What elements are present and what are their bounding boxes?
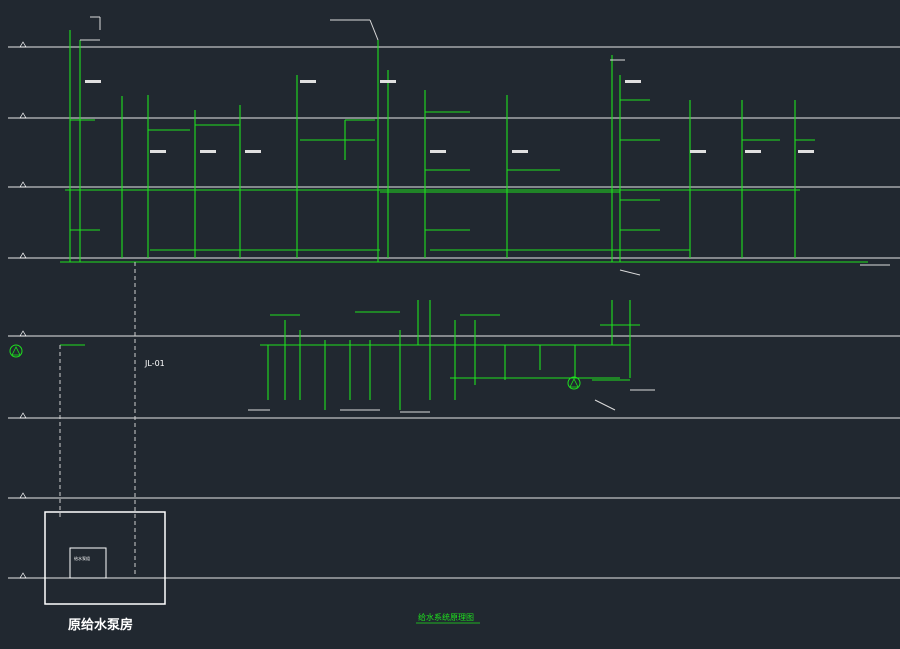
drawing-title: 给水系统原理图 [418,612,474,622]
pump-room-label: 原给水泵房 [68,617,133,633]
riser-tag [380,80,396,83]
main-riser-label: JL-01 [144,359,165,368]
middle-pipe-network [60,300,655,413]
riser-tag [300,80,316,83]
elevation-marker [19,112,27,119]
elevation-marker [19,181,27,188]
elevation-marker [19,572,27,579]
elevation-marker [19,492,27,499]
riser-labels [85,80,814,153]
elevation-marker [19,412,27,419]
water-meter-icon [9,344,23,358]
leader-line [369,19,379,41]
riser-tag [245,150,261,153]
pump-equipment-label: 给水泵组 [74,555,90,561]
riser-tag [200,150,216,153]
elevation-marker [19,41,27,48]
leader-line [594,399,616,411]
pump-equipment-box [69,547,107,579]
riser-tag [430,150,446,153]
riser-tag [512,150,528,153]
pump-room-frame [44,511,166,605]
riser-tag [690,150,706,153]
elevation-marker [19,330,27,337]
water-meter-icon [567,376,581,390]
leader-line [619,269,641,276]
riser-tag [745,150,761,153]
floor-level-lines [8,41,900,579]
elevation-marker [19,252,27,259]
upper-pipe-network [60,16,890,276]
riser-tag [625,80,641,83]
riser-tag [798,150,814,153]
riser-tag [150,150,166,153]
riser-tag [85,80,101,83]
